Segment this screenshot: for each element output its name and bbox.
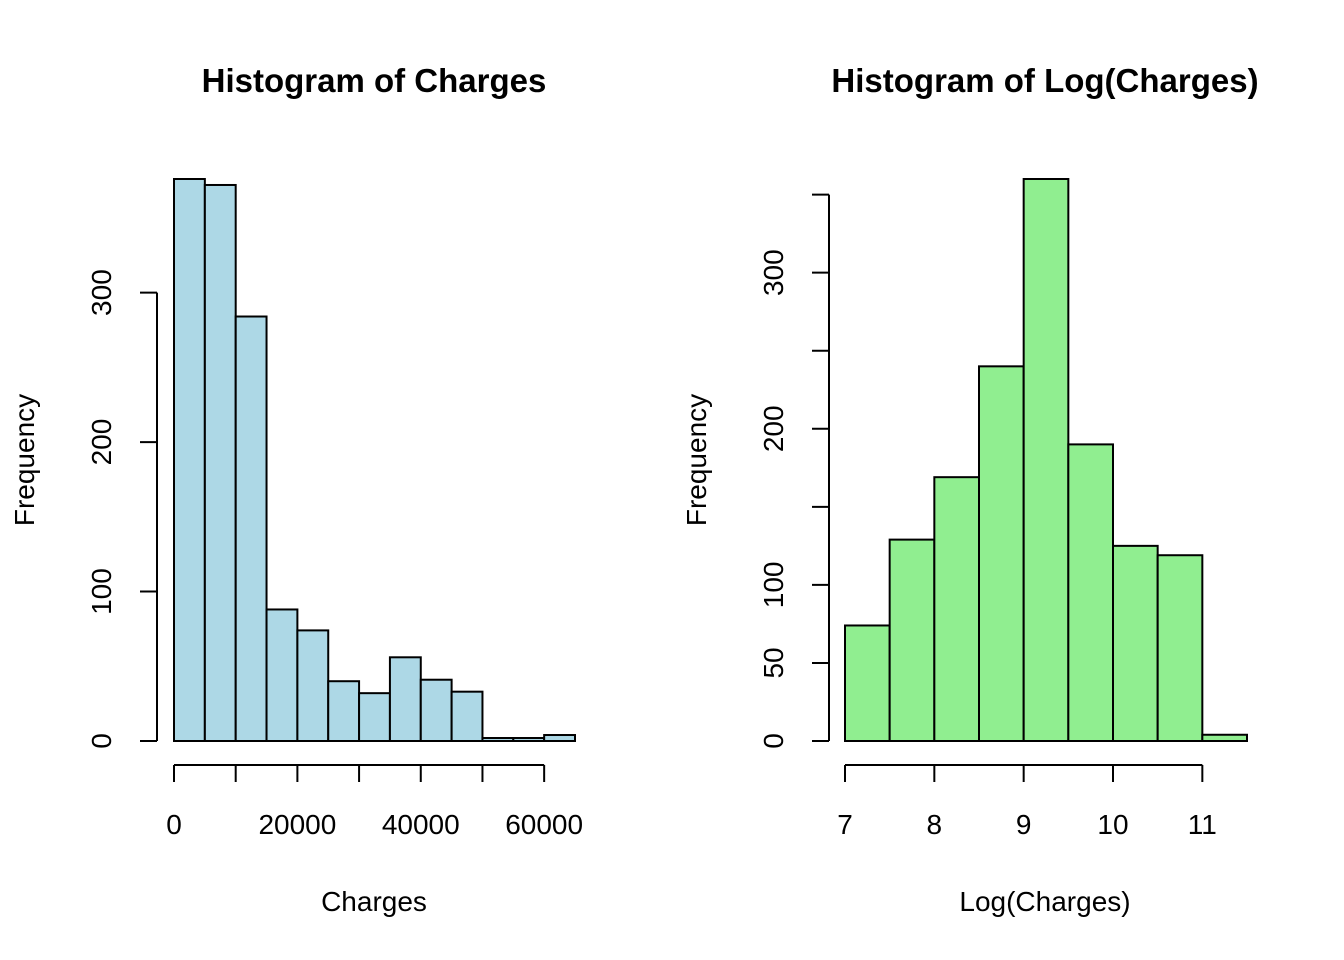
x-tick-label: 40000: [382, 809, 460, 840]
y-tick-label: 100: [86, 568, 117, 615]
histogram-bar: [296, 629, 330, 742]
histogram-bar: [933, 476, 980, 742]
histogram-bar: [327, 680, 361, 743]
y-tick-label: 0: [86, 733, 117, 749]
y-tick-label: 300: [86, 269, 117, 316]
y-tick-label: 300: [758, 249, 789, 296]
x-axis-label: Charges: [321, 886, 427, 917]
charges-histogram-panel: Histogram of Charges Charges Frequency 0…: [9, 62, 583, 917]
y-tick-label: 50: [758, 647, 789, 678]
histogram-bar: [543, 734, 577, 743]
y-tick-label: 0: [758, 733, 789, 749]
histogram-bar: [1201, 733, 1249, 742]
y-axis-label: Frequency: [9, 394, 40, 526]
y-axis: 0 50 100 200 300: [758, 193, 830, 749]
histogram-bar: [203, 183, 237, 743]
histogram-bar: [1112, 544, 1159, 742]
chart-title: Histogram of Log(Charges): [831, 62, 1258, 99]
histogram-bar: [388, 656, 422, 742]
x-tick-label: 10: [1097, 809, 1128, 840]
histogram-bar: [844, 624, 891, 743]
chart-title: Histogram of Charges: [202, 62, 547, 99]
histogram-bar: [888, 538, 936, 742]
x-tick-label: 0: [166, 809, 182, 840]
histogram-bar: [978, 365, 1025, 742]
x-tick-label: 8: [927, 809, 943, 840]
histogram-bar: [358, 692, 391, 743]
y-tick-label: 200: [758, 405, 789, 452]
histogram-bar: [512, 737, 546, 742]
histogram-bar: [234, 315, 268, 742]
x-axis-label: Log(Charges): [959, 886, 1130, 917]
log-charges-histogram-panel: Histogram of Log(Charges) Log(Charges) F…: [681, 62, 1259, 917]
histogram-bar: [450, 690, 484, 743]
x-tick-label: 11: [1188, 809, 1217, 840]
y-axis-label: Frequency: [681, 394, 712, 526]
histogram-bar: [481, 737, 515, 742]
bars: [173, 178, 577, 743]
x-tick-label: 9: [1016, 809, 1032, 840]
histogram-bar: [1156, 554, 1204, 742]
x-tick-label: 7: [837, 809, 853, 840]
histogram-bar: [265, 608, 299, 742]
x-tick-label: 20000: [258, 809, 336, 840]
x-tick-label: 60000: [505, 809, 583, 840]
bars: [844, 178, 1249, 743]
histogram-bar: [419, 678, 453, 742]
y-tick-label: 200: [86, 419, 117, 466]
y-tick-label: 100: [758, 562, 789, 609]
x-axis: 7 8 9 10 11: [837, 764, 1217, 840]
histogram-bar: [1022, 178, 1070, 742]
x-axis: 0 20000 40000 60000: [166, 764, 583, 840]
histogram-bar: [1067, 443, 1115, 742]
histogram-bar: [173, 178, 206, 742]
y-axis: 0 100 200 300: [86, 269, 158, 749]
